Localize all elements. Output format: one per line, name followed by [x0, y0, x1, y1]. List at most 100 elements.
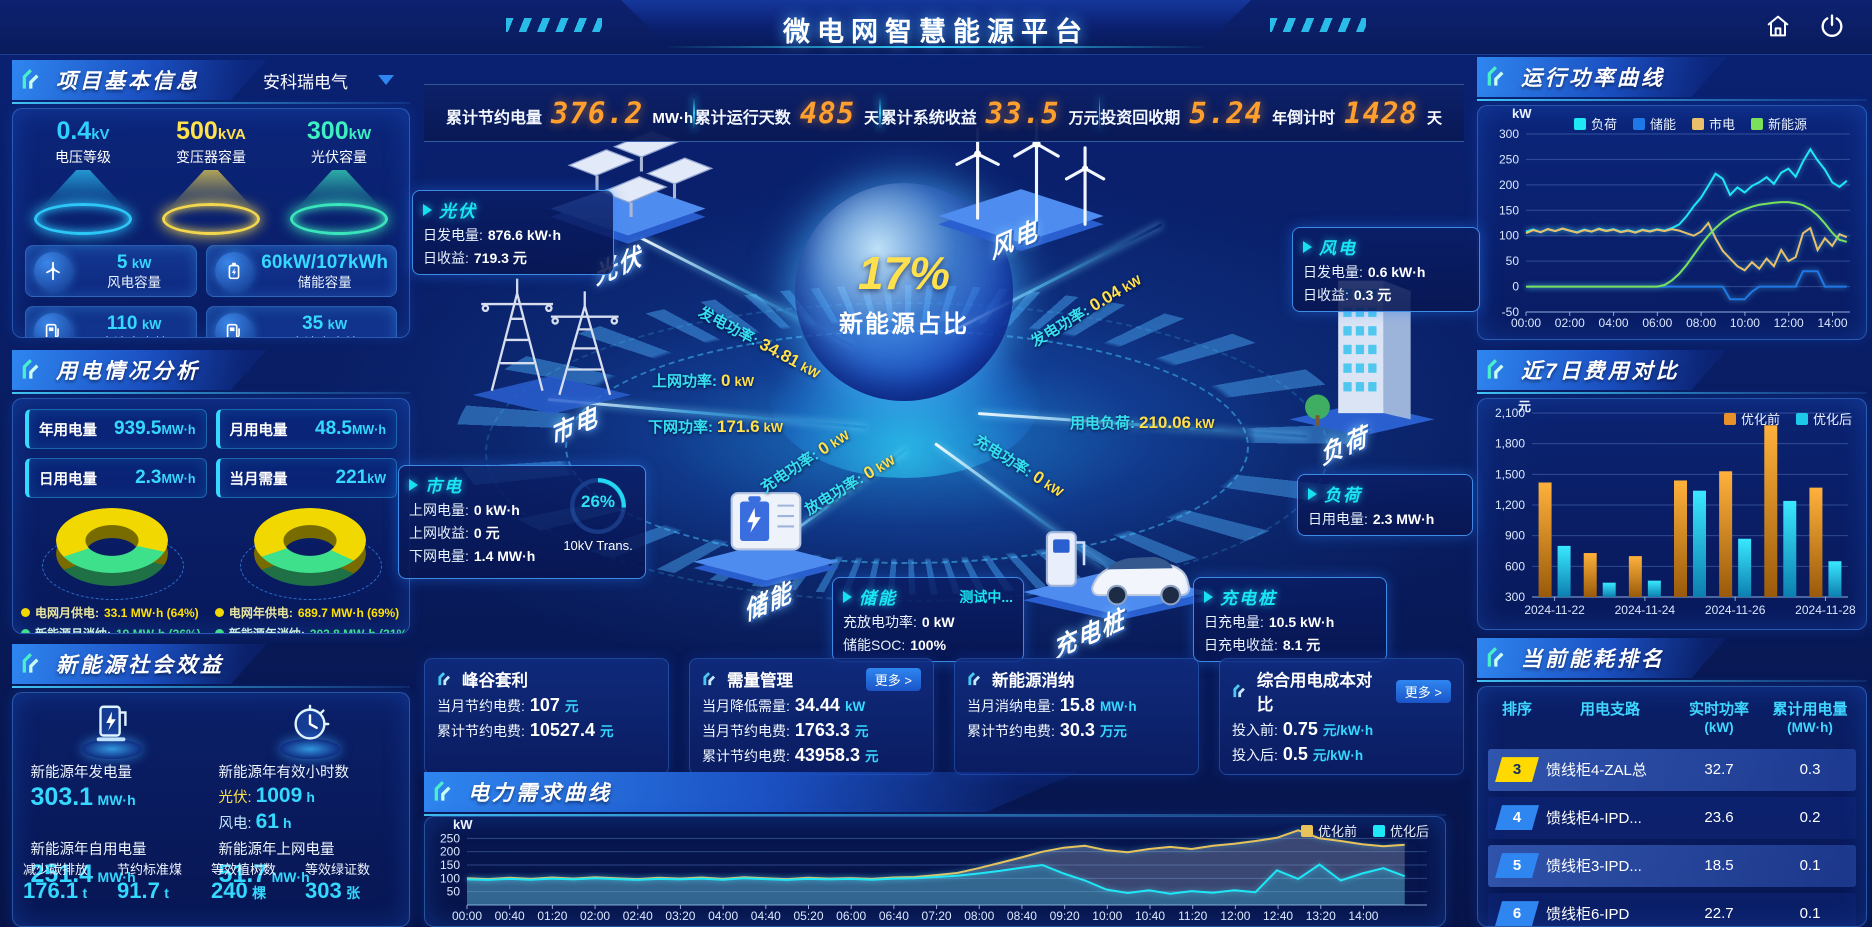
kpi-value: 33.5	[985, 96, 1060, 130]
legend-item: 新能源月消纳: 19 MW·h (36%)	[21, 625, 207, 633]
svg-text:06:00: 06:00	[1642, 316, 1672, 330]
metric-label: 累计节约电费:	[702, 748, 790, 764]
chevron-right-icon	[1308, 487, 1317, 500]
donut-legend: 电网年供电: 689.7 MW·h (69%) 新能源年消纳: 303.8 MW…	[214, 600, 409, 633]
metric-label: 当月节约电费:	[702, 723, 790, 739]
panel-usage-analysis: 用电情况分析 年用电量 939.5MW·h 月用电量 48.5MW·h 日用电量 2…	[12, 348, 410, 634]
legend-item[interactable]: 优化后	[1372, 821, 1429, 840]
svg-text:06:40: 06:40	[879, 909, 909, 923]
voltage-level-indicator: 0.4kV 电压等级	[24, 117, 142, 235]
svg-text:100: 100	[1499, 229, 1519, 243]
panel-cost-compare: 近7日费用对比 优化前 优化后 300 600 900 1,200 1,500 1,800…	[1477, 348, 1867, 630]
legend-label: 电网月供电:	[35, 606, 99, 620]
kpi-value: 5.24	[1189, 96, 1264, 130]
kpi-separator	[1098, 96, 1101, 130]
kpi-unit: 天	[1427, 110, 1443, 127]
svg-text:00:40: 00:40	[495, 909, 525, 923]
more-button[interactable]: 更多 >	[1395, 679, 1451, 703]
home-icon[interactable]	[1764, 12, 1792, 40]
metric-label: 上网收益:	[409, 525, 469, 541]
table-row[interactable]: 4 馈线柜4-IPD... 23.6 0.2	[1488, 796, 1856, 839]
legend-item[interactable]: 新能源	[1751, 114, 1807, 133]
cumulative-energy-value: 0.3	[1799, 761, 1821, 779]
metric-unit: MW·h	[1099, 699, 1137, 714]
load-info-panel: 负荷 日用电量: 2.3 MW·h	[1297, 474, 1473, 536]
card-title: 需量管理	[727, 672, 793, 690]
legend-item[interactable]: 优化前	[1300, 821, 1357, 840]
wind-hours-row: 风电: 61 h	[219, 810, 392, 834]
cone-value: 300	[306, 117, 349, 145]
stat-value: 60kW/107kWh	[261, 251, 388, 273]
metric-value: 30.3	[1059, 720, 1095, 740]
svg-text:10:00: 10:00	[1092, 909, 1122, 923]
metric-label: 光伏:	[218, 790, 252, 806]
svg-text:12:40: 12:40	[1263, 909, 1293, 923]
svg-text:1,500: 1,500	[1495, 467, 1525, 481]
svg-text:14:00: 14:00	[1348, 909, 1378, 923]
cone-label: 光伏容量	[311, 149, 367, 165]
rank-badge: 4	[1495, 805, 1539, 831]
card-metric-row: 投入后: 0.5 元/kW·h	[1232, 744, 1451, 765]
panel-title: 运行功率曲线	[1521, 67, 1665, 90]
legend-item[interactable]: 优化后	[1795, 409, 1852, 428]
metric-value: 1009	[255, 784, 303, 807]
legend-item[interactable]: 负荷	[1574, 114, 1617, 133]
rank-badge: 3	[1495, 757, 1539, 783]
metric-unit: 元	[854, 724, 869, 739]
rank-badge: 5	[1495, 853, 1539, 879]
metric-unit: 张	[346, 885, 361, 901]
legend-swatch	[1751, 117, 1764, 130]
ev-charging-icon	[1023, 531, 1209, 621]
metric-label: 节约标准煤	[117, 862, 183, 877]
trees-equivalent-block: 等效植树数 240 棵	[211, 859, 305, 904]
metric-value: 719.3 元	[473, 250, 527, 266]
title-bar: 微电网智慧能源平台	[0, 0, 1872, 55]
node-panel-title: 风电	[1319, 239, 1357, 258]
table-row[interactable]: 6 馈线柜6-IPD 22.7 0.1	[1488, 892, 1856, 926]
legend-item[interactable]: 储能	[1633, 114, 1676, 133]
chevron-down-icon	[378, 75, 394, 85]
project-selector[interactable]: 安科瑞电气	[263, 68, 394, 93]
table-header: 排序	[1501, 701, 1532, 718]
kpi-label: 累计系统收益	[880, 110, 977, 127]
branch-name: 馈线柜3-IPD...	[1546, 858, 1642, 876]
metric-value: 176.1	[23, 878, 79, 903]
legend-label: 优化前	[1317, 824, 1357, 839]
annual-generation-block	[37, 701, 187, 759]
svg-text:09:20: 09:20	[1050, 909, 1080, 923]
realtime-power-value: 22.7	[1704, 905, 1734, 923]
table-row[interactable]: 3 馈线柜4-ZAL总 32.7 0.3	[1488, 748, 1856, 791]
status-badge: 测试中...	[959, 588, 1013, 605]
metric-label: 等效植树数	[211, 862, 277, 877]
table-row[interactable]: 5 馈线柜3-IPD... 18.5 0.1	[1488, 844, 1856, 887]
icon-pedestal	[82, 739, 142, 759]
more-button[interactable]: 更多 >	[865, 667, 921, 691]
svg-text:02:00: 02:00	[580, 909, 610, 923]
power-icon[interactable]	[1818, 12, 1846, 40]
svg-text:01:20: 01:20	[537, 909, 567, 923]
legend-item[interactable]: 优化前	[1723, 409, 1780, 428]
metric-unit: h	[282, 815, 292, 831]
svg-text:12:00: 12:00	[1774, 316, 1804, 330]
panel-project-info: 项目基本信息 安科瑞电气 0.4kV 电压等级 500kVA 变压器容量	[12, 58, 410, 338]
card-corner-icon	[1233, 683, 1245, 697]
metric-value: 2.3 MW·h	[1372, 511, 1435, 527]
svg-text:05:20: 05:20	[793, 909, 823, 923]
storage-info-panel: 储能 测试中... 充放电功率: 0 kW 储能SOC: 100%	[832, 577, 1024, 662]
card-new-energy-consumption: 新能源消纳 当月消纳电量: 15.8 MW·h 累计节约电费: 30.3 万元	[954, 658, 1199, 775]
legend-item[interactable]: 市电	[1692, 114, 1735, 133]
kpi-bar: 累计节约电量 376.2 MW·h 累计运行天数 485 天 累计系统收益 33…	[424, 84, 1464, 142]
kpi-label: 累计运行天数	[694, 110, 791, 127]
chevron-right-icon	[409, 478, 418, 491]
wind-turbine-icon	[34, 252, 72, 290]
svg-text:10:00: 10:00	[1730, 316, 1760, 330]
legend-label: 新能源	[1768, 117, 1808, 132]
node-panel-title: 光伏	[439, 202, 477, 221]
metric-unit: 元/kW·h	[1322, 723, 1374, 738]
cone-unit: kV	[91, 126, 110, 143]
legend-value: 33.1 MW·h (64%)	[104, 605, 199, 620]
legend-label: 电网年供电:	[228, 606, 293, 620]
usage-stat-1: 月用电量 48.5MW·h	[215, 409, 397, 449]
metric-label: 等效绿证数	[305, 862, 371, 877]
